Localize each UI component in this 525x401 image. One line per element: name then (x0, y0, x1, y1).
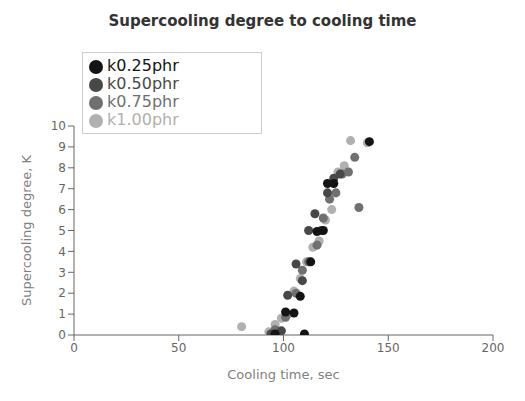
html-text:k1.00phr: k1.00phr (107, 110, 179, 129)
svg-text:2: 2 (58, 286, 66, 300)
svg-text:200: 200 (482, 341, 505, 355)
svg-text:6: 6 (58, 203, 66, 217)
svg-text:150: 150 (377, 341, 400, 355)
svg-text:4: 4 (58, 245, 66, 259)
html-text:k0.75phr: k0.75phr (107, 92, 179, 111)
svg-text:Cooling time, sec: Cooling time, sec (227, 367, 339, 382)
svg-text:7: 7 (58, 182, 66, 196)
svg-text:9: 9 (58, 140, 66, 154)
svg-text:10: 10 (51, 119, 66, 133)
svg-text:100: 100 (272, 341, 295, 355)
html-text:Supercooling degree to cooling: Supercooling degree to cooling time (108, 12, 417, 30)
svg-text:5: 5 (58, 224, 66, 238)
svg-text:3: 3 (58, 266, 66, 280)
svg-text:8: 8 (58, 161, 66, 175)
html-text:k0.50phr: k0.50phr (107, 74, 179, 93)
svg-text:1: 1 (58, 307, 66, 321)
svg-text:0: 0 (70, 341, 78, 355)
svg-text:0: 0 (58, 328, 66, 342)
html-text:k0.25phr: k0.25phr (107, 56, 179, 75)
svg-text:Supercooling degree, K: Supercooling degree, K (19, 155, 34, 307)
svg-text:50: 50 (171, 341, 186, 355)
